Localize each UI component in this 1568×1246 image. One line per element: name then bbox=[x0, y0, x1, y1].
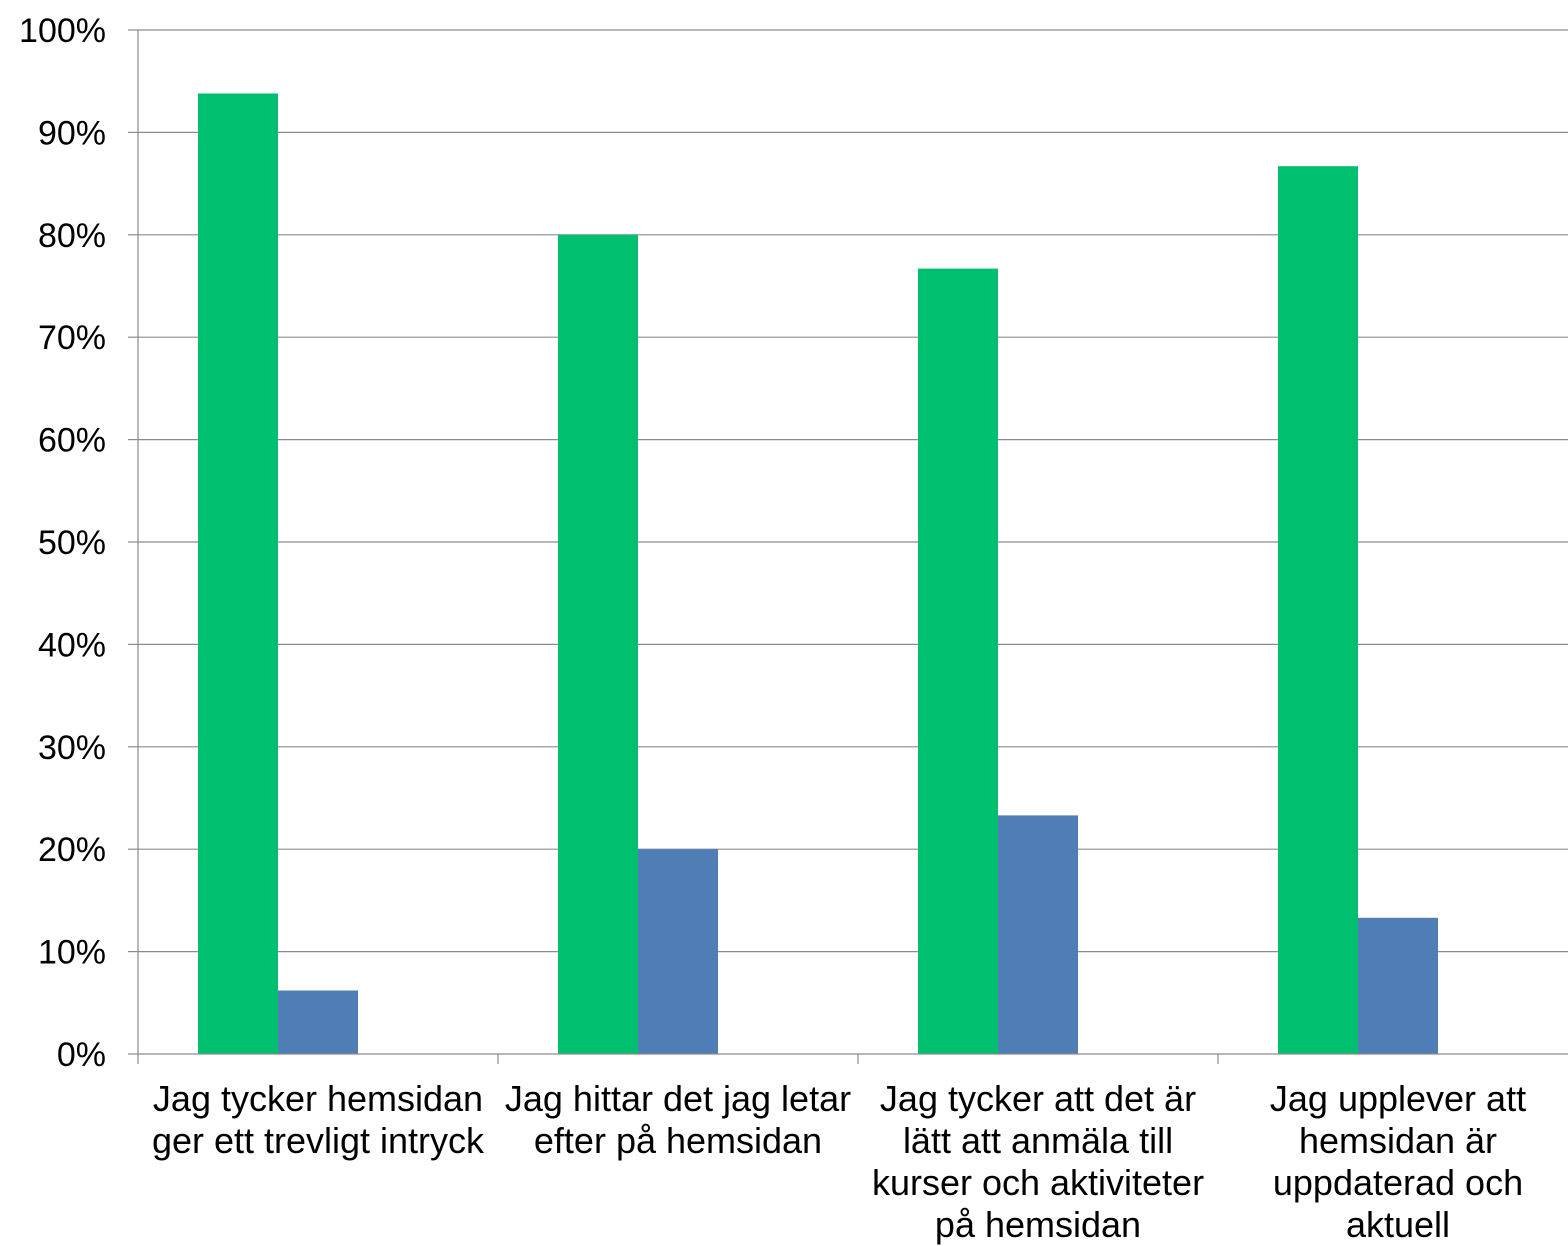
x-category-label-line: kurser och aktiviteter bbox=[871, 1162, 1205, 1203]
bar-series-1-category-3 bbox=[918, 268, 998, 1054]
x-category-label-line: Jag tycker hemsidan bbox=[152, 1078, 484, 1119]
x-category-label-line: aktuell bbox=[1345, 1204, 1451, 1245]
y-tick-label: 20% bbox=[38, 831, 106, 869]
x-category-label: Jag upplever att hemsidan är uppdaterad oc… bbox=[1218, 1078, 1568, 1246]
y-tick-label: 0% bbox=[57, 1036, 106, 1074]
bar-series-1-category-2 bbox=[558, 234, 638, 1055]
x-category-label-line: ger ett trevligt intryck bbox=[151, 1120, 485, 1161]
x-category-label-line: lätt att anmäla till bbox=[902, 1120, 1174, 1161]
axes bbox=[128, 29, 1568, 1064]
y-tick-label: 10% bbox=[38, 934, 106, 972]
y-tick-label: 40% bbox=[38, 626, 106, 664]
gridlines bbox=[138, 29, 1568, 953]
y-tick-label: 60% bbox=[38, 422, 106, 460]
bar-series-2-category-3 bbox=[998, 815, 1078, 1054]
y-tick-label: 70% bbox=[38, 319, 106, 357]
x-category-label: Jag tycker hemsidan ger ett trevligt intr… bbox=[138, 1078, 498, 1162]
bar-series-2-category-4 bbox=[1358, 917, 1438, 1054]
y-axis-tick-labels: 0% 10% 20% 30% 40% 50% 60% 70% 80% 90% 100% bbox=[19, 12, 106, 1074]
bar-series-2-category-2 bbox=[638, 849, 718, 1054]
x-category-label-line: på hemsidan bbox=[934, 1204, 1142, 1245]
x-category-label: Jag tycker att det är lätt att anmäla til… bbox=[858, 1078, 1218, 1246]
bar-series-2-category-1 bbox=[278, 990, 358, 1054]
x-category-label-line: efter på hemsidan bbox=[533, 1120, 823, 1161]
y-tick-label: 30% bbox=[38, 729, 106, 767]
y-tick-label: 80% bbox=[38, 217, 106, 255]
y-tick-label: 50% bbox=[38, 524, 106, 562]
x-category-label-line: Jag hittar det jag letar bbox=[504, 1078, 852, 1119]
x-category-label: Jag hittar det jag letar efter på hemsida… bbox=[498, 1078, 858, 1162]
x-category-label-line: hemsidan är bbox=[1298, 1120, 1498, 1161]
x-category-label-line: uppdaterad och bbox=[1272, 1162, 1524, 1203]
x-category-label-line: Jag tycker att det är bbox=[879, 1078, 1197, 1119]
y-tick-label: 90% bbox=[38, 114, 106, 152]
bars bbox=[198, 93, 1438, 1055]
bar-series-1-category-1 bbox=[198, 93, 278, 1055]
x-category-label-line: Jag upplever att bbox=[1269, 1078, 1527, 1119]
y-tick-label: 100% bbox=[19, 12, 106, 50]
bar-series-1-category-4 bbox=[1278, 166, 1358, 1054]
